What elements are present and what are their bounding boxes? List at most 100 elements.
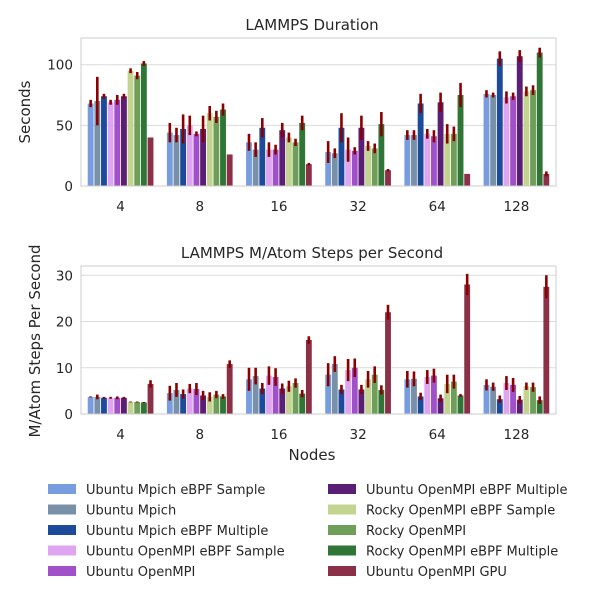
steps-x-tick-label: 4 [116, 427, 125, 443]
steps-bar [358, 389, 365, 414]
steps-bar [127, 401, 134, 414]
duration-bar [444, 133, 451, 186]
steps-bar [444, 383, 451, 414]
legend-swatch [328, 566, 356, 576]
duration-bar [252, 149, 259, 186]
steps-bar [437, 398, 444, 414]
steps-bar [371, 374, 378, 414]
duration-bar [166, 132, 173, 186]
steps-y-tick-label: 30 [56, 268, 73, 284]
steps-y-tick-label: 20 [56, 315, 73, 331]
duration-bar [404, 135, 411, 186]
steps-bar [404, 379, 411, 414]
steps-y-tick-label: 0 [64, 407, 73, 423]
steps-bar [292, 383, 299, 414]
duration-bar [536, 52, 543, 187]
steps-bar [345, 370, 352, 414]
duration-bar [411, 135, 417, 186]
legend-entry: Ubuntu OpenMPI GPU [328, 565, 507, 580]
duration-bar [365, 145, 371, 186]
legend-label: Ubuntu OpenMPI eBPF Sample [86, 545, 285, 560]
duration-chart: LAMMPS Duration Seconds 0 50 100 4 8 16 32 64 1… [16, 16, 557, 215]
steps-bar [87, 396, 94, 414]
steps-bar [226, 364, 233, 414]
legend-label: Ubuntu OpenMPI [86, 565, 195, 580]
duration-bar [226, 154, 233, 186]
steps-bar [530, 387, 536, 414]
steps-bar [107, 397, 114, 414]
duration-bar [246, 142, 252, 186]
duration-bar [94, 101, 101, 186]
steps-bar [417, 396, 424, 414]
duration-y-axis-label: Seconds [16, 80, 34, 143]
duration-bar [114, 99, 121, 186]
steps-bar [186, 388, 193, 414]
steps-bar [457, 395, 464, 414]
legend-swatch [48, 504, 76, 515]
legend-entry: Ubuntu Mpich eBPF Sample [48, 483, 265, 498]
legend-entry: Ubuntu Mpich eBPF Multiple [48, 524, 268, 539]
steps-bar [180, 394, 187, 414]
steps-bar [503, 383, 510, 414]
steps-x-axis-label: Nodes [289, 446, 336, 464]
duration-bar [325, 152, 332, 186]
duration-y-tick-label: 0 [64, 179, 73, 195]
duration-y-tick-label: 50 [56, 118, 73, 134]
duration-bar [186, 125, 193, 186]
duration-bar [351, 150, 358, 186]
legend-swatch [328, 484, 356, 494]
duration-bar [424, 133, 431, 186]
steps-bar [351, 367, 358, 414]
steps-bar [338, 389, 345, 414]
steps-bar [510, 384, 517, 414]
duration-bar [272, 149, 279, 186]
steps-x-tick-label: 8 [195, 427, 204, 443]
steps-bar [496, 399, 503, 414]
duration-bar [543, 173, 550, 186]
legend-label: Ubuntu Mpich eBPF Multiple [86, 524, 268, 539]
steps-x-tick-label: 64 [429, 427, 446, 443]
duration-bar [417, 103, 424, 186]
steps-bar [101, 397, 107, 414]
steps-bar [140, 402, 147, 414]
duration-bars [87, 52, 550, 187]
steps-bar [220, 396, 226, 414]
legend-label: Ubuntu OpenMPI GPU [366, 565, 507, 580]
duration-bar [523, 91, 530, 186]
legend-label: Ubuntu OpenMPI eBPF Multiple [366, 483, 567, 498]
steps-y-ticks: 0 10 20 30 [56, 268, 73, 423]
legend-entry: Ubuntu OpenMPI eBPF Sample [48, 545, 285, 560]
duration-bar [213, 116, 220, 186]
duration-bar [87, 103, 94, 186]
steps-bar [285, 386, 292, 414]
steps-bar [483, 384, 490, 414]
steps-bar [516, 399, 523, 414]
duration-bar [180, 128, 187, 186]
duration-chart-title: LAMMPS Duration [245, 16, 378, 34]
steps-bar [424, 377, 431, 414]
duration-bar [530, 90, 536, 186]
duration-bar [147, 137, 154, 186]
steps-bar [120, 397, 127, 414]
legend-label: Rocky OpenMPI [366, 524, 466, 539]
steps-bar [279, 388, 286, 414]
steps-bar [305, 340, 312, 414]
legend-entry: Ubuntu Mpich [48, 504, 176, 519]
duration-bar [331, 153, 338, 186]
steps-x-tick-label: 16 [270, 427, 287, 443]
steps-x-tick-label: 128 [504, 427, 530, 443]
legend-swatch [328, 504, 356, 515]
steps-bar [266, 375, 272, 414]
duration-bar [510, 96, 517, 186]
duration-x-tick-label: 4 [116, 199, 125, 215]
duration-x-ticks: 4 8 16 32 64 128 [116, 199, 529, 215]
steps-bars [87, 284, 550, 414]
duration-bar [285, 137, 292, 186]
legend-swatch [48, 525, 76, 535]
steps-bar [331, 364, 338, 414]
legend-entry: Rocky OpenMPI eBPF Sample [328, 504, 555, 519]
legend: Ubuntu Mpich eBPF Sample Ubuntu Mpich Ubun… [48, 483, 567, 580]
legend-entry: Rocky OpenMPI [328, 524, 466, 539]
duration-bar [292, 142, 299, 186]
